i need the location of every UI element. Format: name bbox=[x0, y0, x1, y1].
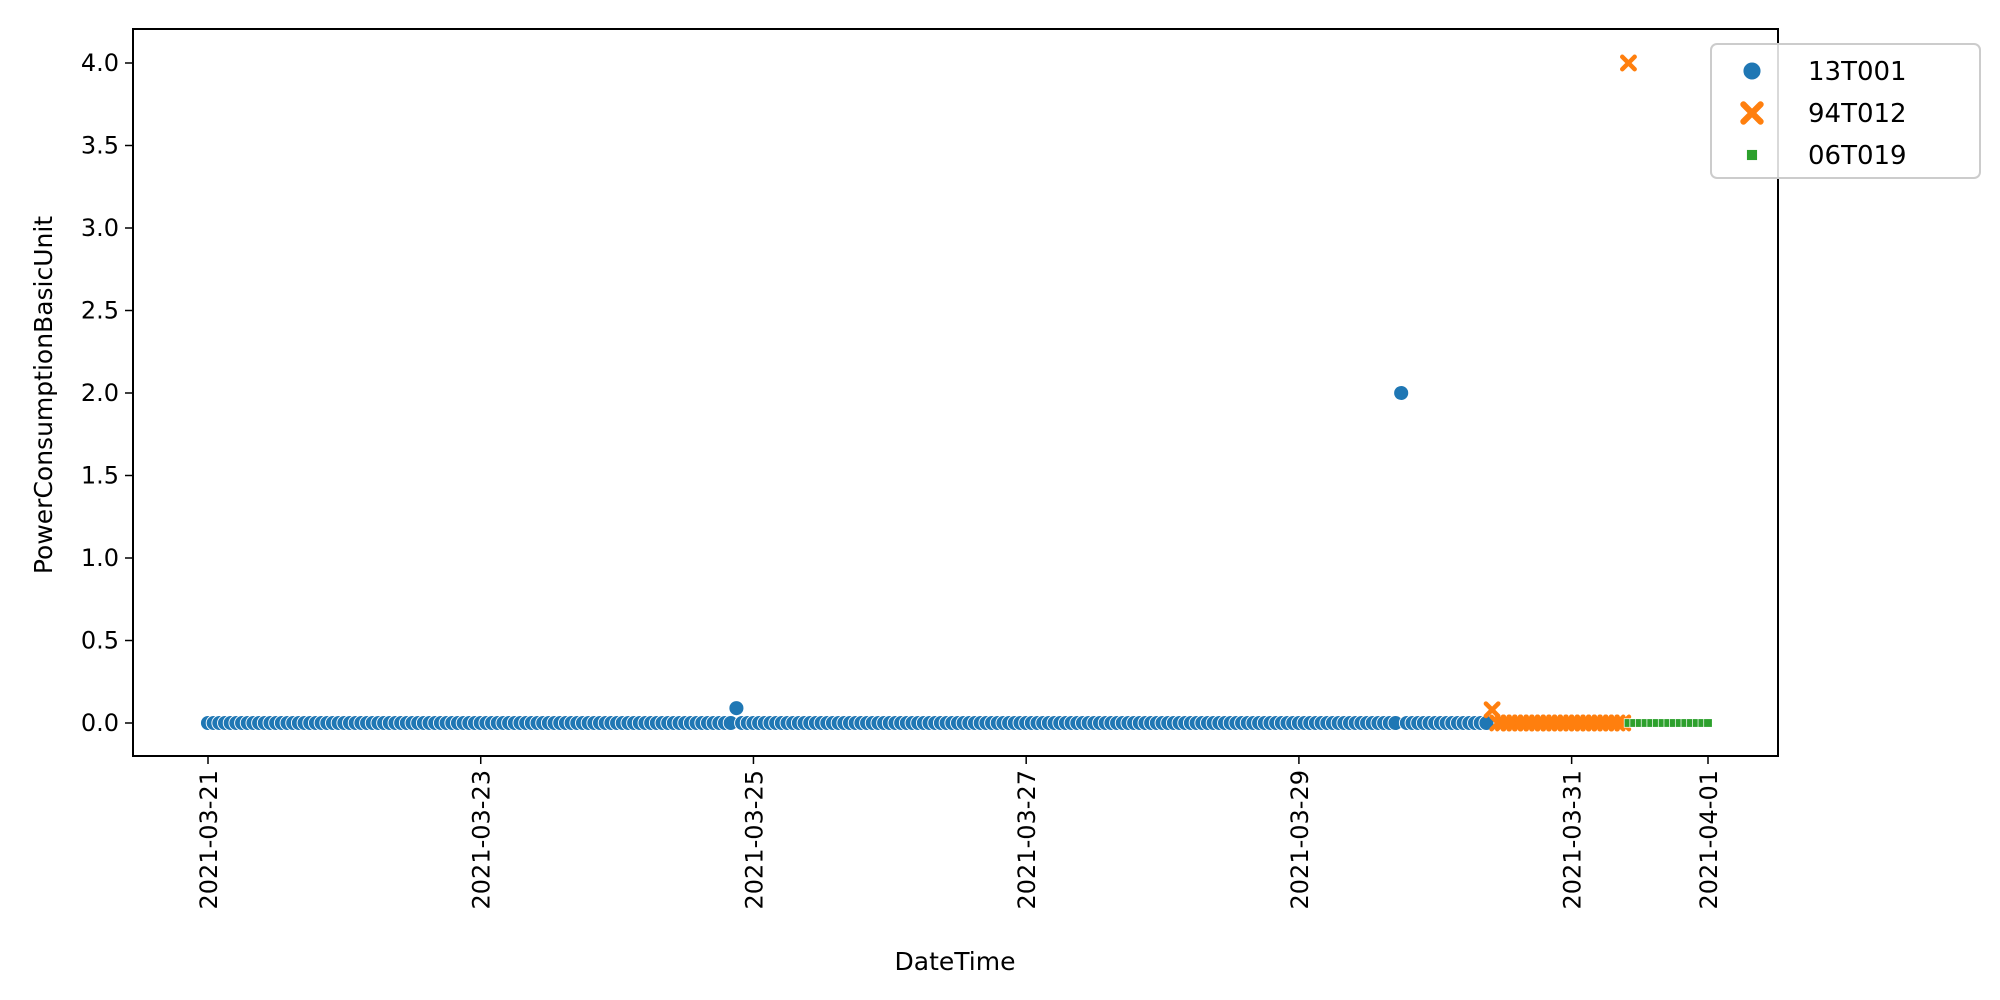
legend-label: 94T012 bbox=[1808, 99, 1907, 129]
legend-marker-13T001 bbox=[1742, 61, 1762, 81]
x-axis-label: DateTime bbox=[895, 947, 1016, 976]
y-tick-label: 0.0 bbox=[81, 709, 119, 737]
y-tick-label: 4.0 bbox=[81, 49, 119, 77]
data-point-94T012 bbox=[1483, 701, 1501, 719]
y-tick-label: 1.5 bbox=[81, 462, 119, 490]
legend-label: 13T001 bbox=[1808, 57, 1907, 87]
x-tick-label: 2021-03-23 bbox=[468, 770, 496, 909]
y-tick-label: 2.0 bbox=[81, 379, 119, 407]
legend-marker-06T019 bbox=[1746, 149, 1758, 161]
x-tick-label: 2021-03-31 bbox=[1559, 770, 1587, 909]
plot-frame bbox=[132, 28, 1779, 757]
legend-frame bbox=[1710, 43, 1981, 179]
data-point-13T001 bbox=[728, 700, 745, 717]
x-tick-label: 2021-04-01 bbox=[1695, 770, 1723, 909]
y-axis-ticks: 0.0 0.5 1.0 1.5 2.0 2.5 3.0 3.5 4.0 bbox=[81, 49, 133, 737]
y-tick-label: 3.5 bbox=[81, 132, 119, 160]
y-axis-label: PowerConsumptionBasicUnit bbox=[29, 216, 58, 574]
legend-label: 06T019 bbox=[1808, 141, 1907, 171]
x-tick-label: 2021-03-25 bbox=[740, 770, 768, 909]
data-point-06T019 bbox=[1703, 718, 1713, 728]
y-tick-label: 3.0 bbox=[81, 214, 119, 242]
x-axis-ticks: 2021-03-21 2021-03-23 2021-03-25 2021-03-27… bbox=[195, 756, 1723, 909]
data-point-94T012 bbox=[1620, 54, 1637, 72]
data-point-13T001 bbox=[1393, 385, 1410, 401]
y-tick-label: 0.5 bbox=[81, 627, 119, 655]
y-tick-label: 1.0 bbox=[81, 544, 119, 572]
x-tick-label: 2021-03-21 bbox=[195, 770, 223, 909]
y-tick-label: 2.5 bbox=[81, 297, 119, 325]
x-tick-label: 2021-03-27 bbox=[1013, 770, 1041, 909]
x-tick-label: 2021-03-29 bbox=[1286, 770, 1314, 909]
legend-marker-94T012 bbox=[1740, 101, 1764, 125]
legend: 13T001 94T012 06T019 bbox=[1710, 43, 1981, 179]
data-points bbox=[200, 54, 1713, 732]
